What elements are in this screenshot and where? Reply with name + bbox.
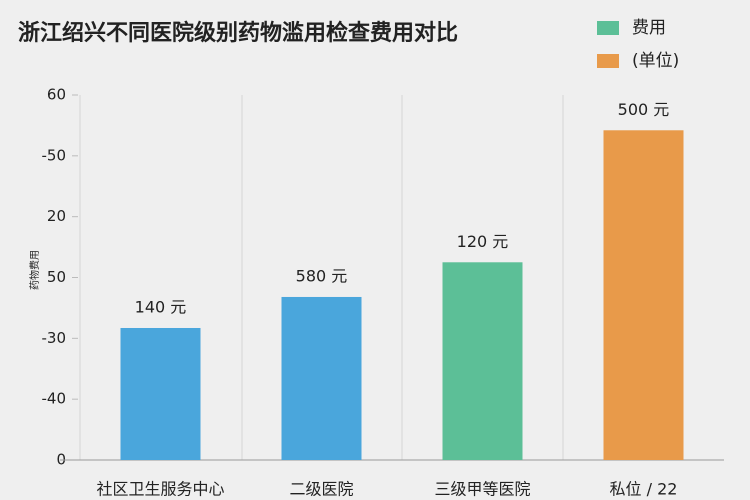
bar-annotation: 120 元 — [457, 232, 509, 251]
bar — [281, 296, 362, 460]
y-tick-label: 20 — [47, 207, 66, 225]
legend-label: (单位) — [632, 51, 679, 71]
legend-label: 费用 — [632, 18, 666, 38]
bar-annotation: 580 元 — [296, 266, 348, 285]
x-tick-label: 三级甲等医院 — [434, 480, 530, 499]
y-tick-label: -50 — [42, 146, 67, 164]
y-tick-label: 60 — [47, 86, 66, 104]
y-axis-label: 药物费用 — [28, 250, 41, 290]
x-tick-label: 私位 / 22 — [610, 480, 678, 499]
y-tick-label: 50 — [47, 268, 66, 286]
legend-swatch — [597, 21, 619, 35]
bar-annotation: 140 元 — [135, 297, 187, 316]
bar-annotation: 500 元 — [618, 100, 670, 119]
bar — [120, 327, 201, 460]
x-tick-label: 社区卫生服务中心 — [96, 480, 224, 499]
chart-title: 浙江绍兴不同医院级别药物滥用检查费用对比 — [18, 20, 458, 46]
bar — [442, 262, 523, 460]
x-tick-label: 二级医院 — [289, 480, 353, 499]
y-tick-label: -30 — [42, 329, 67, 347]
y-tick-label: -40 — [42, 390, 67, 408]
legend-swatch — [597, 54, 619, 68]
bar — [603, 130, 684, 461]
